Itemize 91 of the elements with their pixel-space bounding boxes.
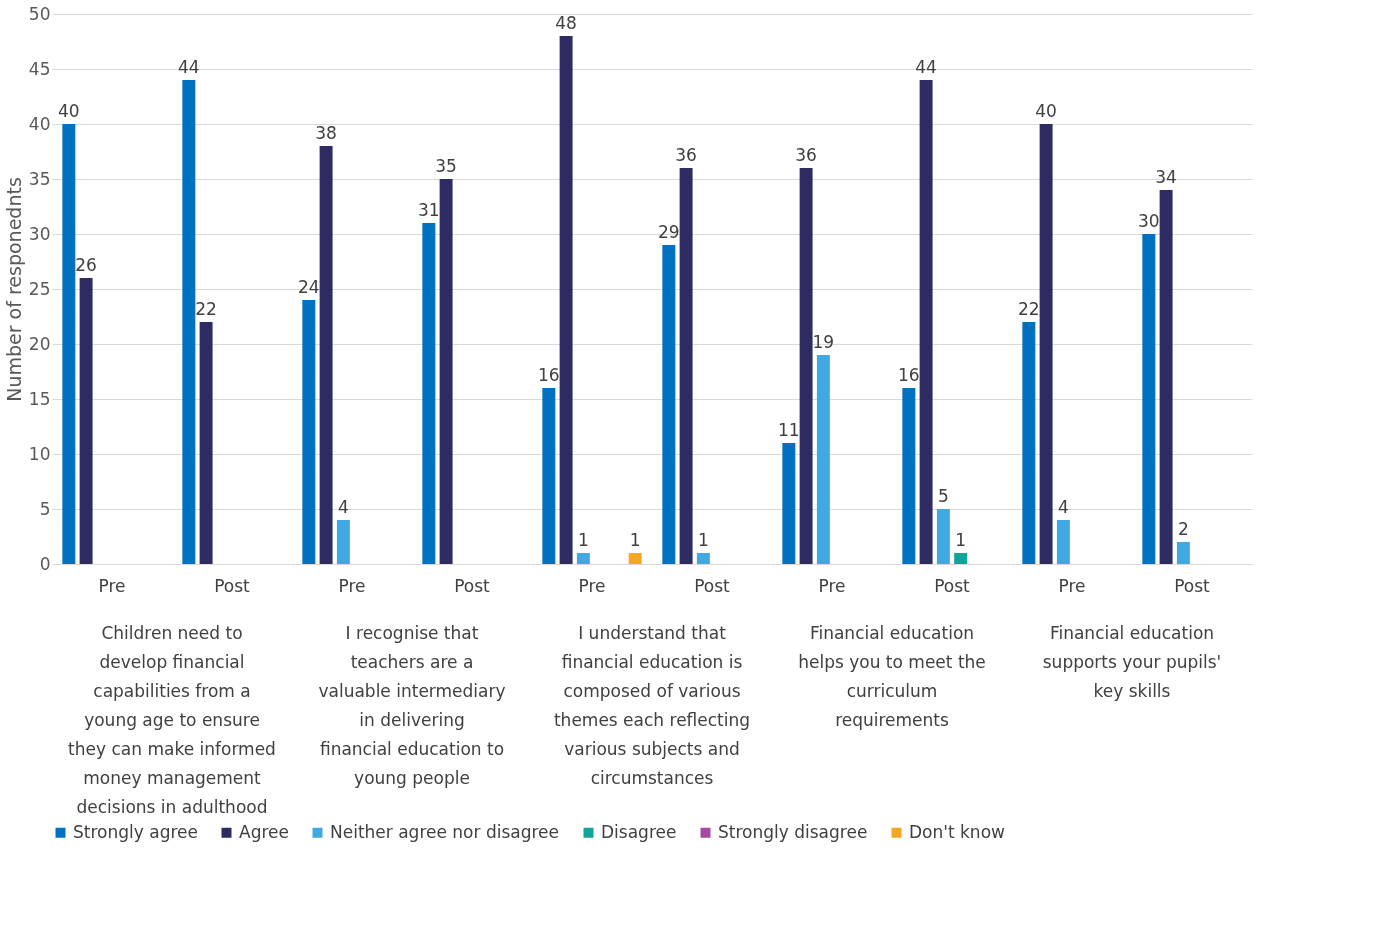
data-label: 36 <box>795 145 817 165</box>
bar <box>422 223 436 564</box>
bar <box>799 168 813 564</box>
y-tick-label: 5 <box>39 498 51 519</box>
y-tick-label: 15 <box>28 388 51 409</box>
bar <box>628 553 642 564</box>
bar <box>319 146 333 564</box>
data-label: 44 <box>915 57 937 77</box>
bar <box>1159 190 1173 564</box>
bar <box>1022 322 1036 564</box>
data-label: 1 <box>629 530 641 550</box>
data-label: 29 <box>658 222 680 242</box>
data-label: 34 <box>1155 167 1177 187</box>
data-label: 22 <box>1018 299 1040 319</box>
data-label: 44 <box>178 57 200 77</box>
legend-label: Neither agree nor disagree <box>330 821 560 842</box>
x-tick-label: Pre <box>578 575 606 596</box>
data-label: 16 <box>538 365 560 385</box>
data-label: 40 <box>1035 101 1057 121</box>
y-tick-label: 0 <box>39 553 51 574</box>
x-tick-label: Post <box>934 575 971 596</box>
data-label: 4 <box>337 497 349 517</box>
text: I recognise that teachers are a valuable intermediary in delivering financial education to young people <box>318 623 506 788</box>
x-tick-label: Pre <box>818 575 846 596</box>
bar <box>902 388 916 564</box>
bar <box>1056 520 1070 564</box>
bar <box>576 553 590 564</box>
data-label: 40 <box>58 101 80 121</box>
bar <box>79 278 93 564</box>
legend-label: Agree <box>239 821 289 842</box>
bar <box>1176 542 1190 564</box>
data-label: 19 <box>812 332 835 352</box>
x-tick-label: Pre <box>1058 575 1086 596</box>
legend-label: Strongly agree <box>73 821 198 842</box>
legend-label: Disagree <box>601 821 677 842</box>
bar <box>662 245 676 564</box>
data-label: 30 <box>1138 211 1160 231</box>
legend-label: Don't know <box>909 821 1006 842</box>
data-label: 38 <box>315 123 337 143</box>
data-label: 48 <box>555 13 577 33</box>
data-label: 24 <box>298 277 320 297</box>
bar <box>696 553 710 564</box>
text: Children need to develop financial capabilities from a young age to ensure they can make informed money management decisions in adulthood <box>68 623 276 817</box>
bar <box>936 509 950 564</box>
bar <box>816 355 830 564</box>
legend-label: Strongly disagree <box>718 821 868 842</box>
bar <box>199 322 213 564</box>
y-tick-label: 35 <box>28 168 51 189</box>
data-label: 11 <box>778 420 800 440</box>
data-label: 5 <box>937 486 949 506</box>
x-tick-label: Post <box>214 575 251 596</box>
x-tick-label: Pre <box>338 575 366 596</box>
bar <box>559 36 573 564</box>
bar <box>954 553 968 564</box>
data-label: 22 <box>195 299 217 319</box>
y-tick-label: 20 <box>28 333 51 354</box>
bar <box>919 80 933 564</box>
bar <box>782 443 796 564</box>
bar <box>1039 124 1053 564</box>
y-tick-label: 50 <box>28 3 51 24</box>
bar <box>302 300 316 564</box>
y-tick-label: 30 <box>28 223 51 244</box>
x-tick-label: Pre <box>98 575 126 596</box>
data-label: 26 <box>75 255 97 275</box>
x-tick-label: Post <box>694 575 731 596</box>
data-label: 1 <box>697 530 709 550</box>
y-tick-label: 25 <box>28 278 51 299</box>
data-label: 31 <box>418 200 440 220</box>
bar <box>336 520 350 564</box>
text: Financial education helps you to meet the curriculum requirements <box>798 623 986 730</box>
x-tick-label: Post <box>1174 575 1211 596</box>
bar <box>542 388 556 564</box>
text: Financial education supports your pupils' key skills <box>1042 623 1222 701</box>
data-label: 4 <box>1057 497 1069 517</box>
y-axis-title: Number of responednts <box>2 177 25 402</box>
bar <box>182 80 196 564</box>
data-label: 1 <box>577 530 589 550</box>
bar <box>62 124 76 564</box>
text: I understand that financial education is composed of various themes each reflecting various subjects and circumstances <box>553 623 751 788</box>
data-label: 35 <box>435 156 457 176</box>
data-label: 36 <box>675 145 697 165</box>
bar <box>1142 234 1156 564</box>
data-label: 2 <box>1177 519 1189 539</box>
y-tick-label: 40 <box>28 113 51 134</box>
bar <box>679 168 693 564</box>
data-label: 16 <box>898 365 920 385</box>
bar <box>439 179 453 564</box>
x-tick-label: Post <box>454 575 491 596</box>
y-tick-label: 10 <box>28 443 51 464</box>
data-label: 1 <box>955 530 967 550</box>
y-tick-label: 45 <box>28 58 51 79</box>
